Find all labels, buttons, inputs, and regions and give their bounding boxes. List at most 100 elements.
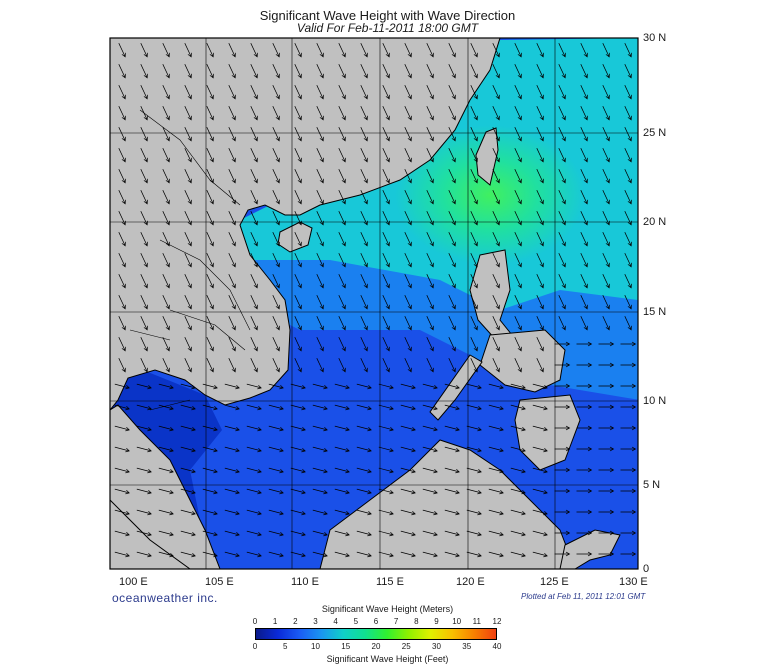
- wave-arrow: [360, 148, 368, 163]
- wave-arrow: [316, 106, 324, 121]
- meters-tick: 9: [434, 617, 439, 626]
- wave-arrow: [580, 64, 588, 79]
- wave-arrow: [246, 551, 262, 558]
- wave-arrow: [118, 358, 126, 373]
- wave-arrow: [228, 85, 236, 100]
- wave-arrow: [334, 551, 350, 558]
- wave-arrow: [624, 211, 632, 226]
- wave-arrow: [268, 509, 284, 516]
- wave-arrow: [140, 85, 148, 100]
- wave-arrow: [554, 383, 571, 389]
- wave-arrow: [536, 169, 544, 184]
- wave-arrow: [598, 530, 615, 536]
- wave-arrow: [448, 295, 456, 310]
- wave-arrow: [422, 551, 438, 558]
- wave-arrow: [492, 169, 500, 184]
- wave-arrow: [602, 274, 610, 289]
- wave-arrow: [580, 190, 588, 205]
- wave-arrow: [378, 383, 394, 390]
- wave-arrow: [338, 274, 346, 289]
- wave-arrow: [510, 404, 526, 411]
- wave-arrow: [162, 169, 170, 184]
- wave-arrow: [114, 383, 130, 390]
- wave-arrow: [558, 253, 566, 268]
- wave-arrow: [576, 467, 593, 473]
- wave-arrow: [532, 551, 548, 558]
- wave-arrow: [558, 295, 566, 310]
- wave-arrow: [206, 127, 214, 142]
- wave-arrow: [624, 148, 632, 163]
- wave-arrow: [202, 404, 218, 411]
- wave-arrow: [426, 358, 434, 373]
- wave-arrow: [338, 64, 346, 79]
- wave-arrow: [620, 488, 637, 494]
- wave-arrow: [360, 274, 368, 289]
- wave-arrow: [316, 358, 324, 373]
- wave-arrow: [426, 337, 434, 352]
- wave-arrow: [228, 43, 236, 58]
- wave-arrow: [250, 190, 258, 205]
- wave-arrow: [312, 404, 328, 411]
- wave-arrow: [206, 211, 214, 226]
- meters-tick: 6: [373, 617, 379, 626]
- wave-arrow: [206, 85, 214, 100]
- wave-arrow: [224, 425, 240, 432]
- wave-arrow: [250, 127, 258, 142]
- wave-arrow: [532, 509, 548, 516]
- wave-arrow: [598, 404, 615, 410]
- wave-arrow: [620, 425, 637, 431]
- wave-arrow: [492, 43, 500, 58]
- wave-arrow: [294, 316, 302, 331]
- wave-arrow: [470, 211, 478, 226]
- lat-label-30n: 30 N: [643, 32, 667, 44]
- wave-arrow: [180, 446, 196, 453]
- wave-arrow: [624, 232, 632, 247]
- wave-arrow: [426, 106, 434, 121]
- wave-arrow: [378, 509, 394, 516]
- wave-arrow: [602, 43, 610, 58]
- wave-arrow: [316, 337, 324, 352]
- wave-arrow: [492, 106, 500, 121]
- wave-arrow: [488, 530, 504, 537]
- wave-arrow: [224, 404, 240, 411]
- wave-arrow: [536, 85, 544, 100]
- wave-arrow: [228, 211, 236, 226]
- wave-arrow: [576, 425, 593, 431]
- wave-arrow: [268, 530, 284, 537]
- wave-arrow: [532, 383, 548, 390]
- wave-arrow: [558, 274, 566, 289]
- wave-arrow: [576, 509, 593, 515]
- wave-arrow: [532, 488, 548, 495]
- wave-arrow: [404, 127, 412, 142]
- wave-arrow: [228, 148, 236, 163]
- wave-arrow: [554, 530, 571, 536]
- wave-arrow: [272, 85, 280, 100]
- meters-tick: 5: [353, 617, 359, 626]
- wave-arrow: [114, 404, 130, 411]
- wave-arrow: [250, 232, 258, 247]
- wave-arrow: [580, 85, 588, 100]
- wave-arrow: [180, 467, 196, 474]
- wave-arrow: [470, 337, 478, 352]
- wave-arrow: [466, 551, 482, 558]
- wave-arrow: [620, 446, 637, 452]
- wave-arrow: [466, 446, 482, 453]
- wave-arrow: [602, 85, 610, 100]
- wave-arrow: [554, 488, 571, 494]
- wave-arrow: [510, 530, 526, 537]
- sumatra-coast: [110, 499, 191, 569]
- wave-arrow: [136, 425, 152, 432]
- wave-arrow: [492, 127, 500, 142]
- wave-arrow: [580, 232, 588, 247]
- wave-arrow: [382, 64, 390, 79]
- wave-arrow: [272, 64, 280, 79]
- wave-arrow: [620, 467, 637, 473]
- wave-arrow: [338, 295, 346, 310]
- wave-arrow: [422, 467, 438, 474]
- wave-arrow: [312, 488, 328, 495]
- wave-arrow: [250, 316, 258, 331]
- palawan-island: [429, 354, 483, 421]
- wave-arrow: [514, 253, 522, 268]
- wave-arrow: [360, 190, 368, 205]
- wave-arrow: [250, 43, 258, 58]
